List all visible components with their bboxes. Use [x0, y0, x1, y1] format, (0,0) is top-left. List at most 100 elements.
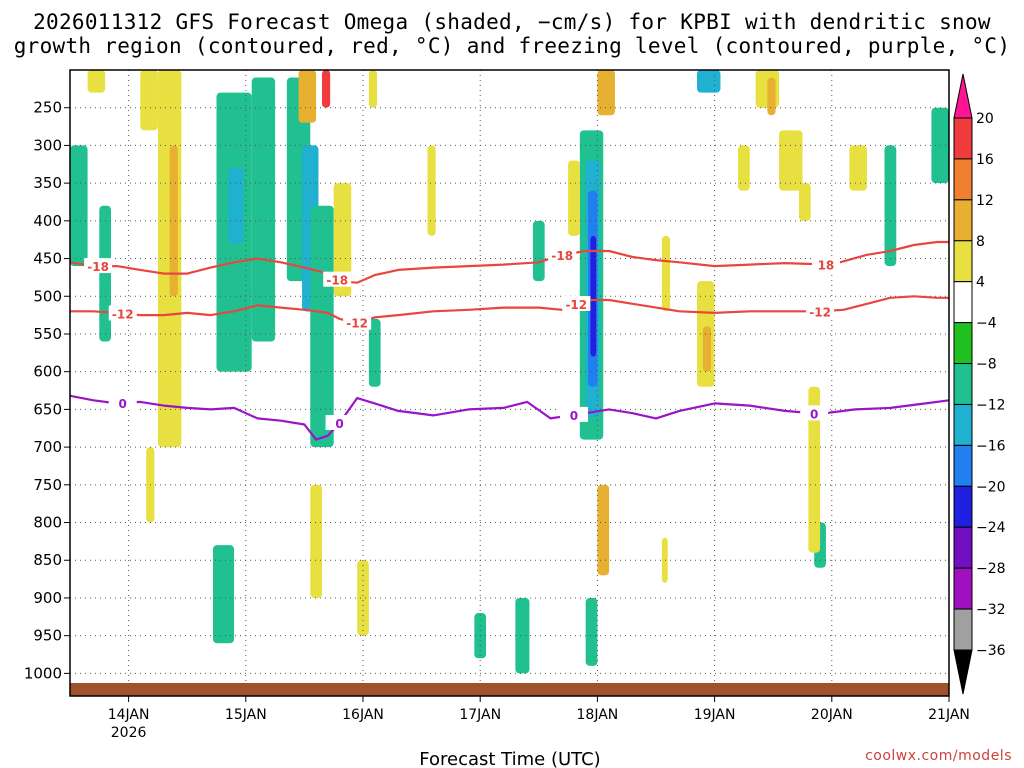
- colorbar-label-4: 4: [976, 275, 985, 291]
- omega-cell-44: [310, 484, 322, 598]
- contour-label-0-1: 0: [335, 417, 343, 431]
- omega-cell-29: [368, 70, 378, 108]
- contour-label-layer: -18 -18 -18 18 -12 -12 -12 -12 0 0 0 0: [84, 246, 840, 431]
- omega-cell-41: [808, 386, 821, 553]
- omega-cell-40: [798, 183, 811, 221]
- omega-cell-7: [310, 205, 334, 448]
- contour-label-bg-1-0: [108, 305, 137, 321]
- contour-label-bg-1-1: [343, 314, 372, 330]
- colorbar-label-9: −20: [976, 479, 1006, 495]
- x-tick-label-17JAN: 17JAN: [459, 707, 501, 723]
- omega-shading-layer: [70, 70, 949, 674]
- y-tick-label-500: 500: [33, 287, 62, 305]
- ground-layer: [70, 683, 949, 696]
- y-tick-label-450: 450: [33, 250, 62, 268]
- omega-cell-22: [87, 70, 106, 93]
- omega-cell-4: [251, 77, 276, 342]
- omega-cell-14: [212, 545, 235, 644]
- colorbar-bin-5: [953, 322, 973, 365]
- colorbar-bin-6: [953, 363, 973, 405]
- chart-title-line-2: growth region (contoured, red, °C) and f…: [13, 34, 1011, 58]
- contour-label-bg-1-3: [806, 303, 835, 319]
- colorbar-bin-11: [953, 567, 973, 610]
- y-tick-label-650: 650: [33, 400, 62, 418]
- x-tick-label-20JAN: 20JAN: [811, 707, 853, 723]
- contour-label-bg-0-2: [548, 246, 577, 262]
- y-tick-label-300: 300: [33, 136, 62, 154]
- plot-frame: [69, 69, 950, 697]
- colorbar-label-3: 8: [976, 234, 985, 250]
- contour-label-0-3: 0: [810, 407, 818, 421]
- contour-line--18: [70, 240, 949, 284]
- colorbar-label-1: 16: [976, 152, 994, 168]
- omega-cell-20: [697, 70, 721, 93]
- colorbar-bin-7: [953, 403, 973, 446]
- y-tick-label-250: 250: [33, 99, 62, 117]
- omega-cell-37: [779, 130, 803, 191]
- x-tick-label-21JAN: 21JAN: [928, 707, 970, 723]
- x-axis-title: Forecast Time (UTC): [419, 749, 600, 768]
- credit-label[interactable]: coolwx.com/models: [865, 748, 1012, 764]
- contour-label-bg-0-0: [84, 258, 113, 274]
- y-tick-label-550: 550: [33, 325, 62, 343]
- colorbar-bin-9: [953, 485, 973, 528]
- y-tick-label-400: 400: [33, 212, 62, 230]
- omega-cell-35: [702, 326, 712, 372]
- omega-cell-23: [140, 70, 158, 131]
- y-tick-label-350: 350: [33, 174, 62, 192]
- omega-cell-31: [568, 160, 580, 236]
- colorbar-bin-3: [953, 240, 973, 283]
- contour-label--12-2: -12: [565, 298, 587, 312]
- omega-cell-3: [228, 168, 244, 244]
- colorbar-top-arrow: [953, 73, 973, 119]
- y-tick-label-950: 950: [33, 627, 62, 645]
- omega-cell-30: [427, 145, 436, 236]
- omega-cell-9: [532, 220, 545, 282]
- y-tick-label-800: 800: [33, 514, 62, 532]
- x-tick-label-15JAN: 15JAN: [225, 707, 267, 723]
- contour-label-bg-1-2: [562, 295, 591, 311]
- x-axis: 14JAN 15JAN 16JAN 17JAN 18JAN 19JAN 20JAN 21JAN: [108, 696, 970, 723]
- omega-cell-33: [597, 484, 610, 576]
- contour-label-bg-2-2: [559, 406, 588, 422]
- contour-label--18-3: 18: [818, 258, 835, 272]
- x-tick-label-14JAN: 14JAN: [108, 707, 150, 723]
- contour-label--12-0: -12: [112, 307, 134, 321]
- contour-label--12-1: -12: [346, 317, 368, 331]
- omega-cell-43: [661, 235, 671, 312]
- colorbar-label-11: −28: [976, 561, 1006, 577]
- colorbar-bin-12: [953, 608, 973, 651]
- omega-cell-36: [738, 145, 750, 191]
- omega-cell-27: [321, 70, 331, 108]
- omega-cell-16: [515, 597, 530, 674]
- contour-label-bg-0-3: [811, 256, 840, 272]
- colorbar-label-10: −24: [976, 520, 1006, 536]
- colorbar-bin-0: [953, 117, 973, 160]
- contour-label-bg-2-0: [108, 394, 137, 410]
- omega-cell-45: [357, 560, 369, 636]
- omega-cell-8: [368, 318, 381, 387]
- y-tick-label-850: 850: [33, 551, 62, 569]
- x-axis-year-label: 2026: [111, 725, 147, 741]
- contour-label-0-0: 0: [119, 397, 127, 411]
- omega-cell-32: [597, 70, 615, 116]
- x-tick-label-18JAN: 18JAN: [577, 707, 619, 723]
- colorbar-bin-10: [953, 526, 973, 569]
- colorbar-bin-8: [953, 444, 973, 487]
- y-axis: 250 300 350 400 450 500 550 600 650 700 750 800 850 9…: [24, 99, 70, 682]
- grid-layer: [70, 70, 950, 696]
- omega-cell-18: [884, 145, 897, 267]
- contour-label--18-1: -18: [326, 274, 348, 288]
- colorbar-bin-1: [953, 158, 973, 201]
- colorbar-bin-4: [953, 281, 973, 324]
- omega-cell-1: [99, 205, 112, 342]
- omega-cell-42: [849, 145, 867, 191]
- colorbar-label-12: −32: [976, 602, 1006, 618]
- contour-line-0: [70, 394, 949, 441]
- colorbar-bin-2: [953, 199, 973, 242]
- contour-label--18-2: -18: [551, 249, 573, 263]
- y-tick-label-750: 750: [33, 476, 62, 494]
- chart-title-line-1: 2026011312 GFS Forecast Omega (shaded, −…: [33, 10, 991, 34]
- contour-label-0-2: 0: [570, 409, 578, 423]
